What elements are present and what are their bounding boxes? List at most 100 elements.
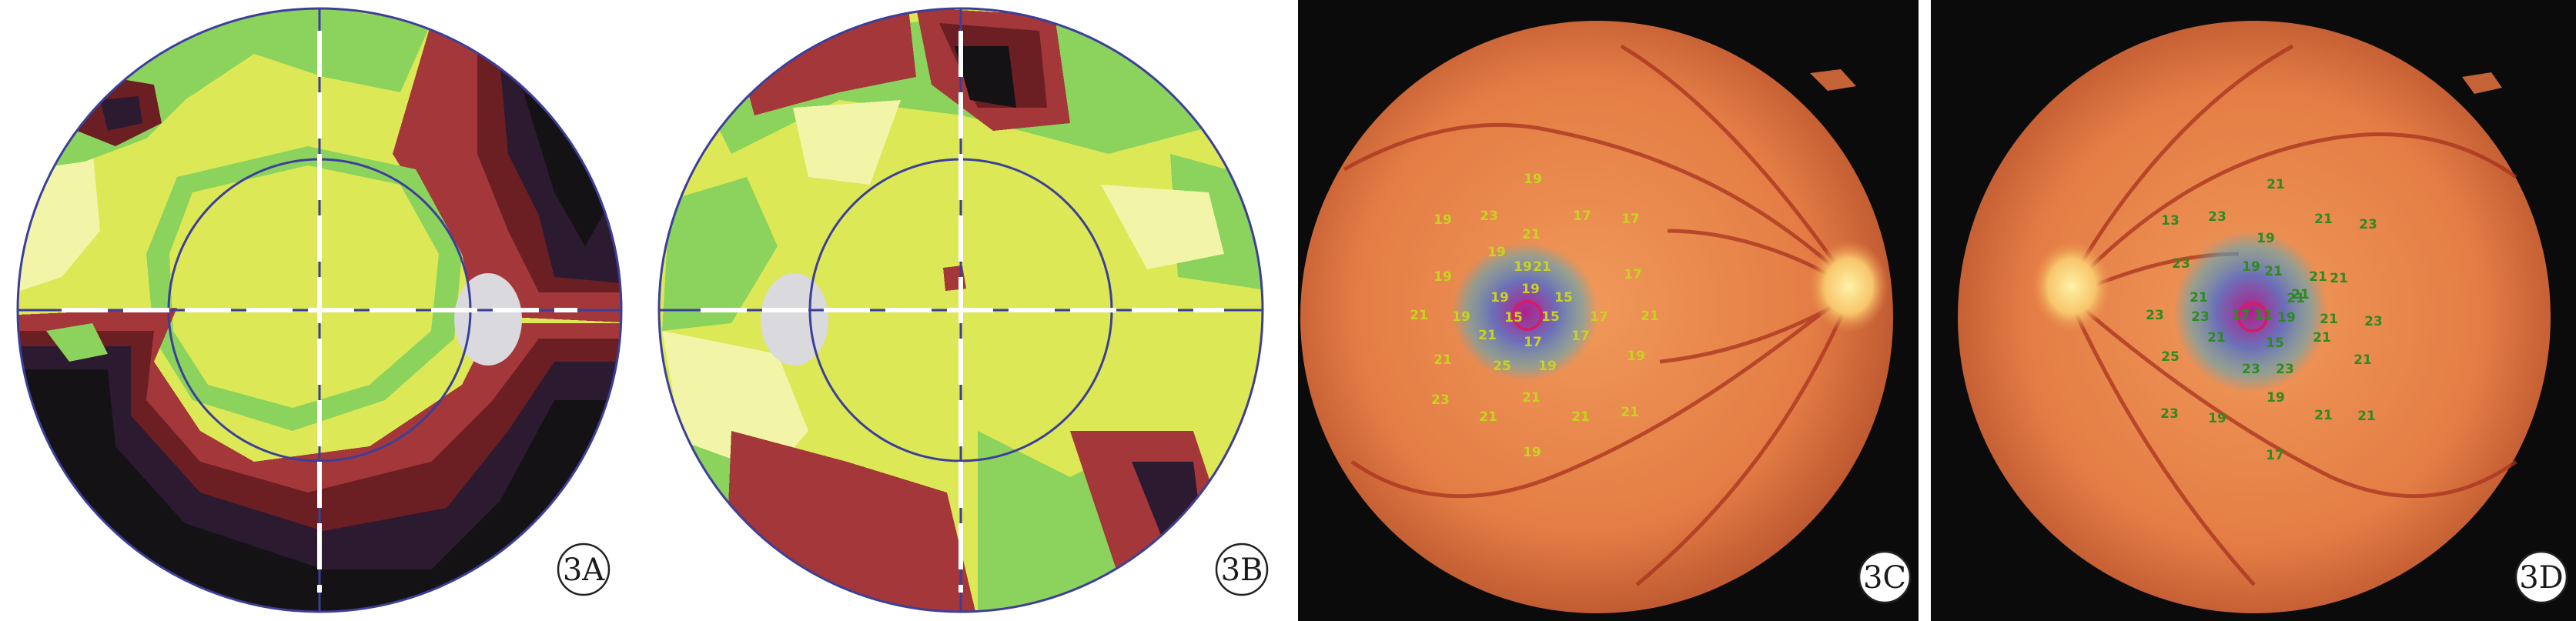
sensitivity-value: 17: [1621, 212, 1640, 227]
sensitivity-value: 17: [1624, 267, 1642, 282]
sensitivity-value: 19: [1434, 269, 1452, 285]
sensitivity-value: 15: [1541, 309, 1560, 325]
panel-3b: 3B: [639, 0, 1282, 621]
sensitivity-value: 25: [2161, 349, 2180, 365]
panel-label-text: 3C: [1863, 560, 1906, 596]
sensitivity-value: 19: [1521, 282, 1540, 297]
sensitivity-value: 21: [1571, 409, 1590, 425]
sensitivity-value: 19: [1434, 212, 1452, 228]
sensitivity-value: 21: [2330, 271, 2348, 286]
sensitivity-value: 21: [2207, 330, 2226, 346]
sensitivity-value: 21: [1410, 308, 1428, 323]
panel-label: 3B: [1215, 543, 1269, 596]
sensitivity-value: 15: [1554, 290, 1573, 305]
sensitivity-value: 15: [1504, 310, 1523, 326]
sensitivity-value: 19: [1490, 290, 1509, 305]
panel-label-text: 3A: [563, 553, 605, 588]
sensitivity-value: 17: [1571, 329, 1590, 344]
fixation-center: [2237, 302, 2268, 332]
sensitivity-value: 21: [2287, 291, 2305, 306]
panel-label: 3A: [557, 543, 611, 596]
optic-disc: [1808, 240, 1889, 332]
sensitivity-value: 21: [2313, 330, 2331, 346]
sensitivity-value: 21: [1533, 259, 1551, 275]
optic-disc: [454, 273, 522, 366]
sensitivity-value: 19: [1524, 172, 1542, 187]
sensitivity-value: 21: [2314, 212, 2333, 227]
sensitivity-value: 21: [2291, 287, 2310, 302]
sensitivity-value: 19: [1627, 349, 1645, 364]
panel-3a: 3A: [0, 0, 639, 621]
sensitivity-value: 21: [2309, 269, 2327, 285]
fixation-cluster: [1452, 242, 1598, 381]
sensitivity-value: 23: [2242, 362, 2260, 377]
optic-disc: [761, 273, 828, 366]
sensitivity-value: 21: [2190, 290, 2208, 305]
fixation-cluster: [2173, 231, 2327, 392]
fundus-notch: [2462, 72, 2502, 94]
fixation-cross: [701, 31, 1224, 593]
sensitivity-value: 23: [1431, 392, 1450, 408]
sensitivity-value: 17: [1573, 209, 1591, 224]
sensitivity-value: 11: [2254, 308, 2273, 323]
sensitivity-value: 23: [2364, 314, 2383, 329]
panel-label: 3D: [2514, 550, 2568, 604]
sensitivity-value: 19: [1538, 359, 1557, 374]
sensitivity-value: 21: [2264, 264, 2283, 279]
sensitivity-value: 19: [1487, 245, 1506, 260]
sensitivity-value: 21: [2320, 312, 2338, 327]
sensitivity-value: 19: [2277, 310, 2296, 326]
sensitivity-value: 21: [1522, 390, 1541, 406]
sensitivity-value: 23: [2191, 309, 2210, 325]
sensitivity-value: 17: [2266, 448, 2284, 463]
sensitivity-map-3a: 3A: [16, 7, 623, 613]
sensitivity-value: 19: [2257, 231, 2275, 246]
sensitivity-value: 15: [2266, 336, 2284, 351]
sensitivity-value: 21: [2314, 408, 2333, 423]
sensitivity-value: 23: [2359, 217, 2377, 232]
panel-label-text: 3B: [1221, 553, 1263, 588]
fundus-notch: [1810, 69, 1856, 91]
sensitivity-value: 23: [2160, 406, 2179, 422]
sensitivity-value: 17: [1590, 309, 1608, 325]
sensitivity-value: 19: [1514, 259, 1532, 275]
sensitivity-value: 13: [2161, 213, 2180, 229]
fixation-cross: [62, 31, 577, 593]
sensitivity-value: 23: [2276, 362, 2294, 377]
sensitivity-value: 17: [2232, 308, 2250, 323]
sensitivity-map-3b: 3B: [657, 7, 1269, 613]
sensitivity-value: 21: [1434, 352, 1452, 368]
retinal-vessels: [2071, 44, 2517, 586]
panel-3d: 21 13 23 21 23 19 23 19 21 21 21 21 17 11 21 21 23 23 19 21…: [1931, 0, 2576, 621]
sensitivity-value: 19: [2267, 390, 2285, 406]
sensitivity-value: 17: [1524, 335, 1542, 350]
panel-label-text: 3D: [2519, 560, 2564, 596]
black-zone: [955, 46, 1016, 108]
optic-disc: [2032, 240, 2112, 332]
sensitivity-value: 19: [1523, 445, 1541, 460]
sensitivity-value: 19: [2208, 411, 2226, 426]
sensitivity-value: 19: [2242, 259, 2260, 275]
sensitivity-value: 21: [2357, 409, 2376, 424]
sensitivity-value: 21: [1641, 309, 1659, 324]
sensitivity-value: 23: [2146, 308, 2164, 323]
sensitivity-value: 23: [1480, 209, 1498, 224]
sensitivity-value: 21: [2267, 177, 2285, 192]
sensitivity-value: 23: [2172, 256, 2190, 272]
fixation-center: [1512, 300, 1543, 331]
sensitivity-value: 21: [1621, 405, 1639, 420]
sensitivity-value: 23: [2208, 209, 2226, 225]
sensitivity-value: 19: [1452, 309, 1470, 325]
panel-3c: 19 23 17 17 19 21 19 19 21 19 17 19 19 15 21 19 15 15 17 21…: [1298, 0, 1919, 621]
sensitivity-value: 21: [1522, 227, 1541, 242]
sensitivity-value: 21: [1478, 328, 1497, 343]
retinal-vessels: [1343, 44, 1851, 586]
sensitivity-value: 21: [1479, 409, 1497, 425]
sensitivity-value: 25: [1493, 359, 1511, 374]
sensitivity-value: 21: [2354, 352, 2372, 368]
panel-label: 3C: [1858, 550, 1912, 604]
